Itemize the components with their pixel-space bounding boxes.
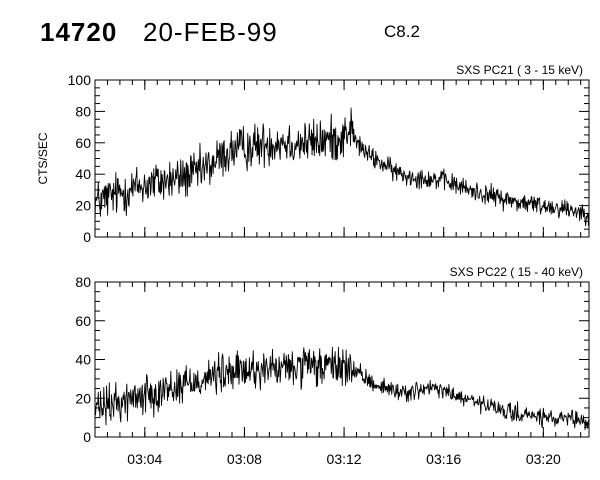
panel-1: SXS PC21 ( 3 - 15 keV) CTS/SEC 0 20 40 60 80 10… [36,63,590,245]
x-tick-label: 03:04 [127,451,162,467]
x-tick-label: 03:08 [227,451,262,467]
series-line [94,107,590,227]
y-axis-label: CTS/SEC [36,132,50,184]
y-tick-label: 20 [75,198,91,214]
panel-title: SXS PC21 ( 3 - 15 keV) [456,63,583,77]
x-tick-label: 03:12 [327,451,362,467]
x-tick-label: 03:20 [526,451,561,467]
event-date: 20-FEB-99 [143,17,278,47]
y-tick-label: 40 [75,352,91,368]
y-tick-label: 80 [75,103,91,119]
plot-frame [94,79,590,238]
series-line [94,346,590,431]
y-tick-label: 60 [75,135,91,151]
y-tick-label: 40 [75,166,91,182]
event-id: 14720 [40,17,118,47]
panel-2: SXS PC22 ( 15 - 40 keV) 0 20 40 60 80 03:04 03:… [75,265,590,467]
x-tick-label: 03:16 [426,451,461,467]
panel-title: SXS PC22 ( 15 - 40 keV) [450,265,583,279]
y-tick-label: 100 [68,72,92,88]
y-tick-label: 20 [75,390,91,406]
y-tick-label: 0 [83,229,91,245]
y-tick-label: 0 [83,429,91,445]
goes-class: C8.2 [384,22,420,41]
y-tick-label: 60 [75,313,91,329]
y-tick-label: 80 [75,274,91,290]
